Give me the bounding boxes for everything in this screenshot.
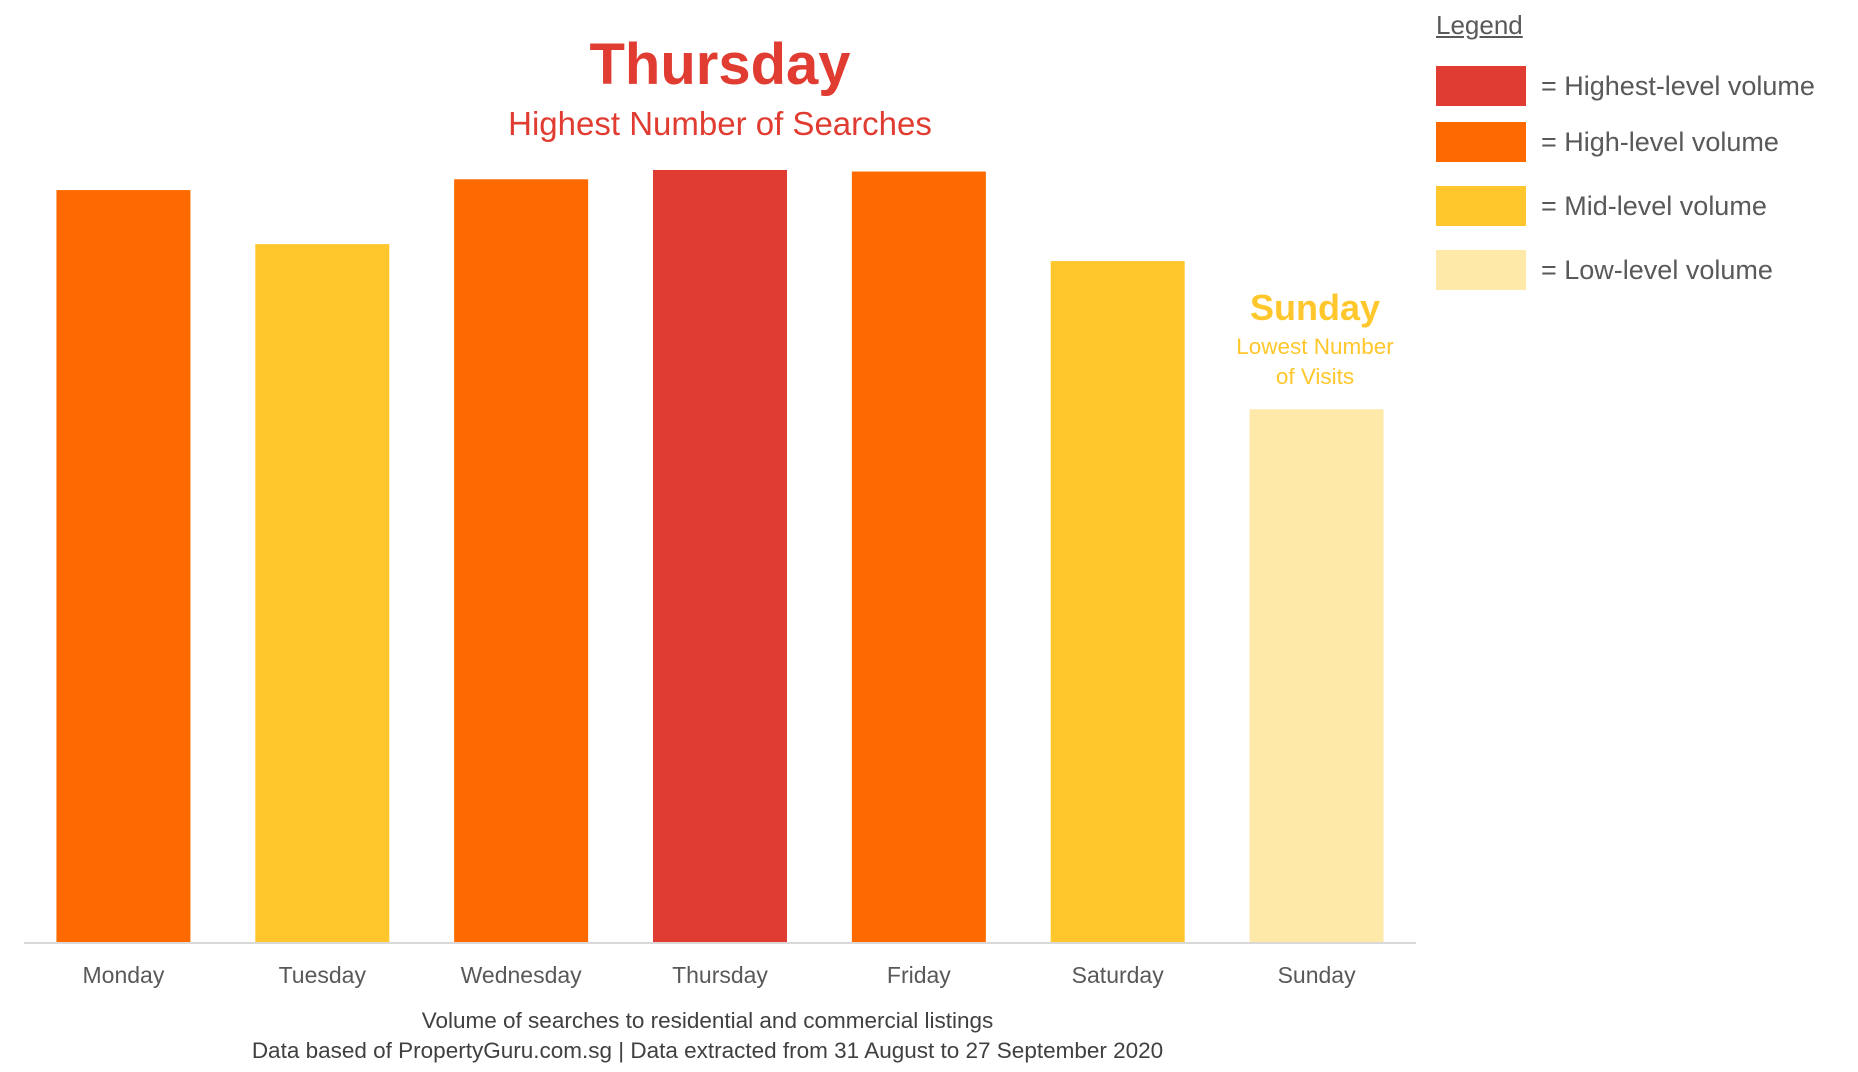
legend-label-low: = Low-level volume [1541, 254, 1773, 285]
highlight-top-title: Thursday [589, 32, 851, 97]
legend-title: Legend [1436, 10, 1523, 40]
x-tick-saturday: Saturday [1072, 962, 1165, 988]
bar-friday [851, 171, 986, 942]
highlight-top-subtitle: Highest Number of Searches [508, 105, 932, 142]
x-tick-sunday: Sunday [1278, 962, 1357, 988]
highlight-low-subtitle-1: Lowest Number [1236, 334, 1394, 359]
chart-footer: Volume of searches to residential and co… [0, 1006, 1415, 1066]
legend-label-mid: = Mid-level volume [1541, 190, 1767, 221]
legend-label-high: = High-level volume [1541, 126, 1779, 157]
highlight-low-title: Sunday [1249, 287, 1381, 328]
legend-swatch-mid [1436, 186, 1526, 226]
highlight-top: Thursday Highest Number of Searches [470, 30, 970, 146]
x-tick-thursday: Thursday [672, 962, 768, 988]
footer-source: Data based of PropertyGuru.com.sg | Data… [251, 1038, 1164, 1063]
legend-swatch-high [1436, 122, 1526, 162]
legend-label-highest: = Highest-level volume [1541, 70, 1815, 101]
x-tick-wednesday: Wednesday [461, 962, 583, 988]
bar-sunday [1249, 409, 1384, 942]
x-tick-monday: Monday [83, 962, 165, 988]
bar-wednesday [454, 179, 589, 942]
bar-thursday [653, 170, 787, 942]
bar-tuesday [255, 244, 390, 942]
legend-item-low: = Low-level volume [1436, 250, 1773, 290]
bar-chart: Monday Tuesday Wednesday Thursday Friday Satu… [24, 170, 1416, 988]
x-tick-friday: Friday [887, 962, 951, 988]
highlight-low-subtitle-2: of Visits [1275, 364, 1355, 389]
legend: Legend = Highest-level volume = High-lev… [1436, 10, 1846, 290]
legend-item-highest: = Highest-level volume [1436, 66, 1815, 106]
legend-item-high: = High-level volume [1436, 122, 1779, 162]
bar-monday [56, 190, 191, 942]
highlight-low: Sunday Lowest Number of Visits [1215, 286, 1415, 392]
legend-swatch-low [1436, 250, 1526, 290]
bar-saturday [1050, 261, 1185, 942]
footer-caption: Volume of searches to residential and co… [421, 1008, 994, 1033]
legend-swatch-highest [1436, 66, 1526, 106]
legend-item-mid: = Mid-level volume [1436, 186, 1767, 226]
x-tick-tuesday: Tuesday [279, 962, 367, 988]
